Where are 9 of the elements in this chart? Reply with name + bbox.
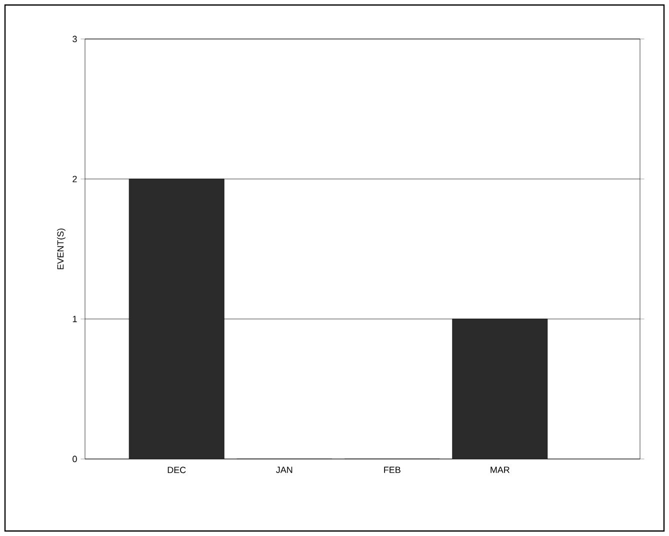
x-tick-label: MAR xyxy=(490,466,510,473)
y-tick-label: 1 xyxy=(72,316,77,322)
x-tick-label: DEC xyxy=(168,466,186,474)
y-tick-label: 2 xyxy=(72,176,77,182)
x-tick-label: FEB xyxy=(384,466,400,473)
y-tick-label: 0 xyxy=(72,456,77,462)
x-tick-label: JAN xyxy=(276,466,292,474)
y-tick-label: 3 xyxy=(72,36,77,42)
y-axis-title: EVENT(S) xyxy=(57,228,66,270)
